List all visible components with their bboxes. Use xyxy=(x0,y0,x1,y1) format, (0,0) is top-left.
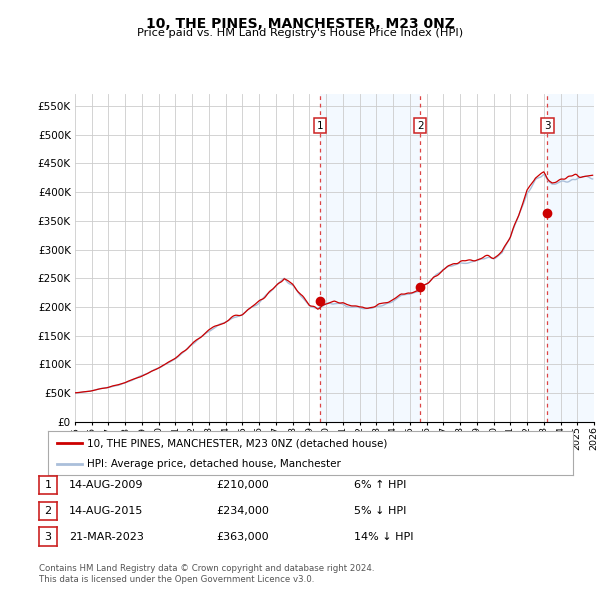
Text: 14-AUG-2015: 14-AUG-2015 xyxy=(69,506,143,516)
Text: 1: 1 xyxy=(44,480,52,490)
Text: 10, THE PINES, MANCHESTER, M23 0NZ (detached house): 10, THE PINES, MANCHESTER, M23 0NZ (deta… xyxy=(88,438,388,448)
Text: Contains HM Land Registry data © Crown copyright and database right 2024.: Contains HM Land Registry data © Crown c… xyxy=(39,565,374,573)
Text: £210,000: £210,000 xyxy=(216,480,269,490)
Text: This data is licensed under the Open Government Licence v3.0.: This data is licensed under the Open Gov… xyxy=(39,575,314,584)
Text: 1: 1 xyxy=(316,120,323,130)
Bar xyxy=(547,94,594,422)
Text: 14% ↓ HPI: 14% ↓ HPI xyxy=(354,532,413,542)
Text: £234,000: £234,000 xyxy=(216,506,269,516)
Text: 21-MAR-2023: 21-MAR-2023 xyxy=(69,532,144,542)
Text: 2: 2 xyxy=(44,506,52,516)
Text: 3: 3 xyxy=(544,120,551,130)
Text: HPI: Average price, detached house, Manchester: HPI: Average price, detached house, Manc… xyxy=(88,459,341,469)
Text: Price paid vs. HM Land Registry's House Price Index (HPI): Price paid vs. HM Land Registry's House … xyxy=(137,28,463,38)
Text: 3: 3 xyxy=(44,532,52,542)
Text: 14-AUG-2009: 14-AUG-2009 xyxy=(69,480,143,490)
Bar xyxy=(320,94,420,422)
Text: 10, THE PINES, MANCHESTER, M23 0NZ: 10, THE PINES, MANCHESTER, M23 0NZ xyxy=(146,17,454,31)
Text: 5% ↓ HPI: 5% ↓ HPI xyxy=(354,506,406,516)
Text: 6% ↑ HPI: 6% ↑ HPI xyxy=(354,480,406,490)
Text: 2: 2 xyxy=(417,120,424,130)
Text: £363,000: £363,000 xyxy=(216,532,269,542)
